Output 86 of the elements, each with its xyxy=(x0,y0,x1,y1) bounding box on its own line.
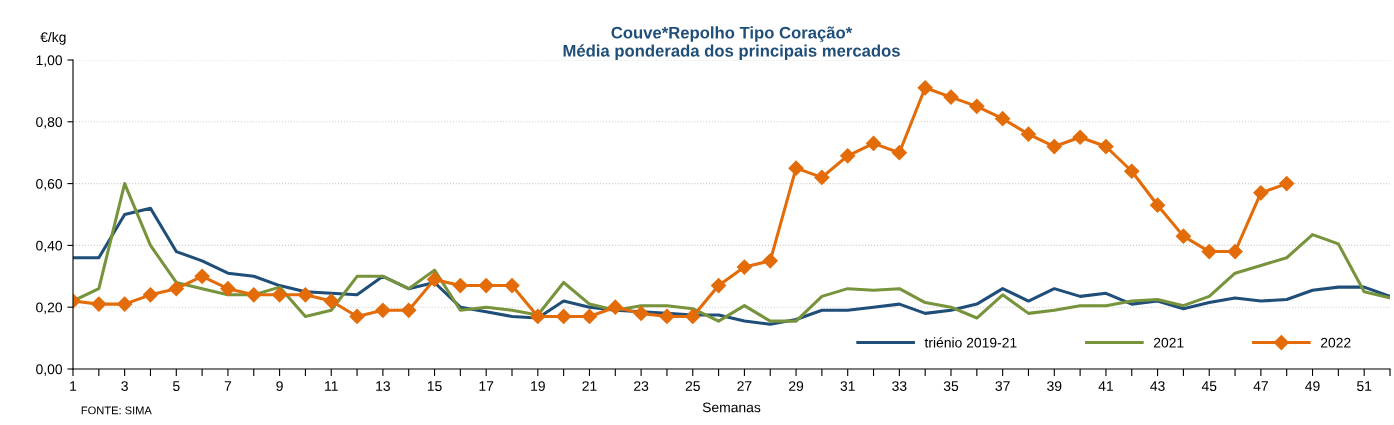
point xyxy=(995,111,1011,127)
chart-title: Couve*Repolho Tipo Coração* Média ponderada dos principais mercados xyxy=(563,26,900,60)
point xyxy=(91,296,107,312)
point xyxy=(891,145,907,161)
point xyxy=(736,259,752,275)
x-tick-label: 43 xyxy=(1150,381,1165,392)
point xyxy=(272,287,288,303)
point xyxy=(194,268,210,284)
point xyxy=(530,308,546,325)
x-tick-label: 13 xyxy=(376,381,390,392)
source-note: FONTE: SIMA xyxy=(81,406,152,415)
point xyxy=(607,299,623,315)
point xyxy=(711,277,727,294)
x-tick-label: 41 xyxy=(1098,381,1113,391)
point xyxy=(297,287,313,303)
point xyxy=(556,308,572,325)
point xyxy=(220,281,236,297)
point xyxy=(452,277,468,294)
x-tick-label: 15 xyxy=(427,381,442,392)
x-axis-title: Semanas xyxy=(702,402,761,413)
x-tick-label: 11 xyxy=(325,381,338,391)
point xyxy=(375,302,391,318)
y-tick-label: 0,20 xyxy=(36,302,63,315)
x-tick-label: 1 xyxy=(70,381,77,391)
x-tick-label: 51 xyxy=(1357,381,1372,392)
point xyxy=(142,287,159,303)
point xyxy=(246,287,262,303)
point xyxy=(1227,244,1243,260)
legend-label: triénio 2019-21 xyxy=(924,337,1017,348)
point xyxy=(1150,197,1166,213)
point xyxy=(504,277,520,294)
legend-label: 2022 xyxy=(1320,337,1351,348)
point xyxy=(1175,228,1191,244)
point xyxy=(117,296,133,312)
point xyxy=(1201,244,1217,260)
x-tick-label: 39 xyxy=(1047,381,1062,392)
point xyxy=(840,148,856,164)
point xyxy=(401,302,417,318)
y-tick-label: 0,00 xyxy=(36,364,63,376)
point xyxy=(168,281,184,297)
point xyxy=(349,308,365,325)
point xyxy=(323,293,339,309)
point xyxy=(788,160,804,176)
x-tick-label: 19 xyxy=(531,381,545,392)
point xyxy=(426,271,443,287)
point xyxy=(1253,185,1269,201)
y-tick-label: 1,00 xyxy=(36,55,63,67)
point xyxy=(1020,126,1037,142)
x-tick-label: 17 xyxy=(479,381,494,391)
point xyxy=(1124,163,1140,179)
x-tick-label: 47 xyxy=(1253,381,1268,391)
x-tick-label: 5 xyxy=(172,381,180,392)
x-tick-label: 21 xyxy=(582,381,597,391)
x-tick-label: 23 xyxy=(634,381,649,392)
point xyxy=(1072,129,1088,145)
point xyxy=(1279,176,1295,192)
x-tick-label: 7 xyxy=(224,381,232,391)
x-tick-label: 3 xyxy=(121,381,128,392)
x-tick-label: 25 xyxy=(685,381,700,392)
x-tick-label: 9 xyxy=(276,381,283,392)
point xyxy=(685,308,701,325)
x-tick-label: 29 xyxy=(789,381,804,392)
point xyxy=(943,89,959,105)
point xyxy=(917,80,933,96)
point xyxy=(1098,138,1114,155)
point xyxy=(581,308,598,325)
y-axis-title: €/kg xyxy=(40,31,66,45)
x-tick-label: 49 xyxy=(1305,381,1320,392)
point xyxy=(865,135,882,152)
point xyxy=(659,308,675,325)
x-tick-label: 35 xyxy=(943,381,959,392)
point xyxy=(1046,138,1062,155)
y-tick-label: 0,60 xyxy=(36,178,63,191)
x-tick-label: 37 xyxy=(995,381,1010,392)
y-tick-label: 0,80 xyxy=(36,117,63,129)
point xyxy=(814,169,830,185)
x-tick-label: 45 xyxy=(1201,381,1217,392)
point xyxy=(969,98,985,114)
x-tick-label: 27 xyxy=(737,381,752,391)
legend-label: 2021 xyxy=(1153,337,1184,348)
x-tick-label: 33 xyxy=(892,381,907,392)
y-tick-label: 0,40 xyxy=(36,240,63,253)
point xyxy=(478,277,494,294)
point xyxy=(762,253,778,269)
x-tick-label: 31 xyxy=(840,381,855,392)
point xyxy=(633,305,649,321)
